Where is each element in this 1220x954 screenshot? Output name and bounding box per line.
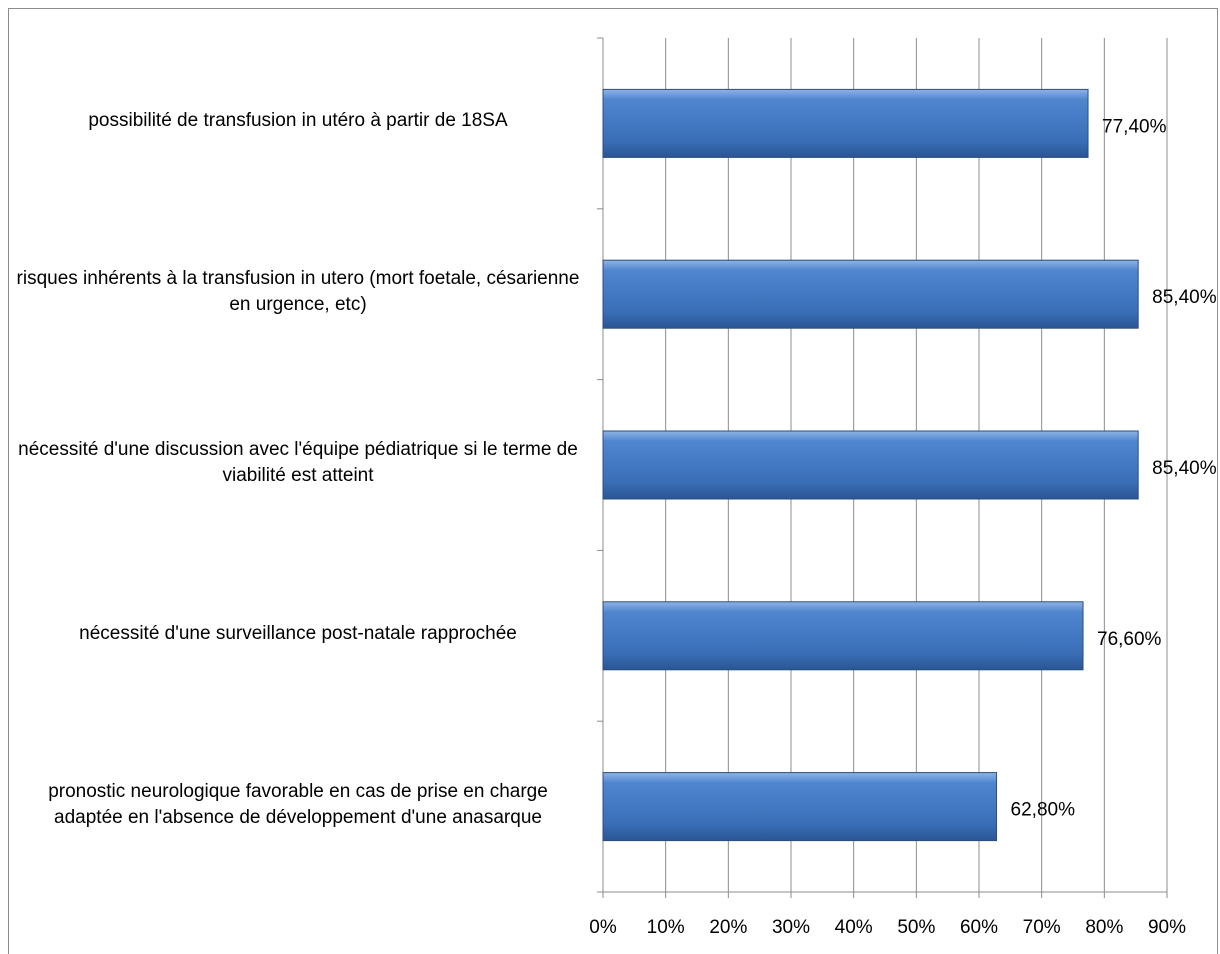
value-label: 85,40% (1152, 287, 1217, 308)
x-tick-label: 80% (1085, 917, 1123, 938)
x-tick-label: 0% (589, 917, 617, 938)
x-tick-label: 70% (1023, 917, 1061, 938)
x-tick-label: 10% (647, 917, 685, 938)
x-tick-label: 30% (772, 917, 810, 938)
category-label: possibilité de transfusion in utéro à pa… (88, 110, 508, 132)
bar (602, 259, 1139, 329)
value-label: 62,80% (1011, 800, 1076, 821)
x-tick-label: 40% (835, 917, 873, 938)
bar (602, 430, 1139, 500)
bar (602, 601, 1084, 671)
chart-border (8, 8, 1218, 954)
category-label: nécessité d'une discussion avec l'équipe… (18, 439, 578, 486)
bar (602, 88, 1089, 158)
category-label: pronostic neurologique favorable en cas … (48, 780, 548, 828)
category-label: risques inhérents à la transfusion in ut… (16, 268, 580, 316)
bar (602, 772, 998, 842)
x-tick-label: 90% (1148, 917, 1186, 938)
value-label: 77,40% (1102, 116, 1167, 137)
x-tick-label: 20% (709, 917, 747, 938)
category-label: nécessité d'une surveillance post-natale… (79, 622, 517, 644)
value-label: 76,60% (1097, 629, 1162, 650)
value-label: 85,40% (1152, 458, 1217, 479)
x-tick-label: 50% (897, 917, 935, 938)
x-tick-label: 60% (960, 917, 998, 938)
